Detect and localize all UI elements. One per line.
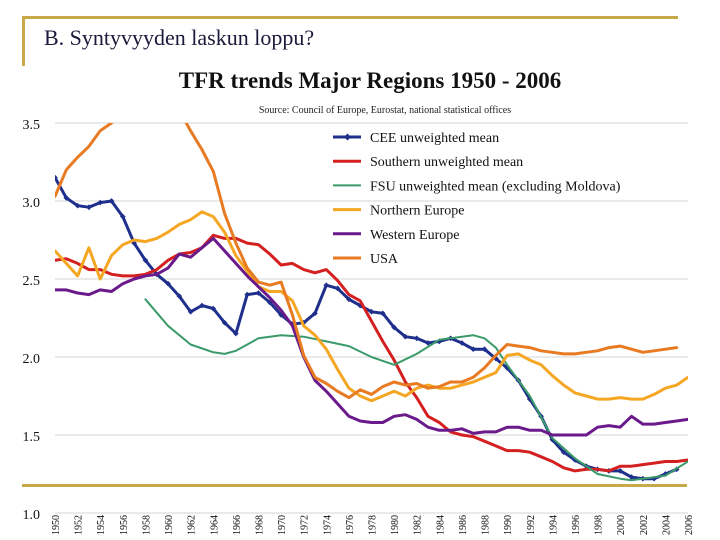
x-tick-label: 1950	[51, 515, 62, 535]
x-tick-label: 1956	[119, 515, 130, 535]
x-tick-label: 1970	[277, 515, 288, 535]
x-tick-label: 1990	[503, 515, 514, 535]
x-axis: 1950 1952 1954 1956 1958 1960 1962 1964 1966 1968…	[51, 515, 695, 535]
data-point	[425, 340, 431, 346]
x-tick-label: 1958	[141, 515, 152, 535]
x-tick-label: 1974	[322, 515, 333, 535]
x-tick-label: 1998	[594, 515, 605, 535]
data-point	[108, 198, 115, 204]
x-tick-label: 1964	[209, 515, 220, 535]
data-point	[470, 346, 477, 353]
x-tick-label: 1976	[345, 515, 356, 535]
data-point	[142, 257, 149, 264]
data-point	[74, 202, 81, 209]
y-tick-label: 2.0	[23, 352, 41, 367]
x-tick-label: 1954	[96, 515, 107, 535]
x-tick-label: 1968	[254, 515, 265, 535]
data-point	[334, 285, 341, 292]
data-point	[312, 310, 318, 317]
series-line-southern-unweighted-mean	[55, 233, 688, 473]
x-tick-label: 1994	[548, 515, 559, 535]
legend-label: Northern Europe	[370, 204, 464, 219]
x-tick-label: 1992	[526, 515, 537, 535]
x-tick-label: 1996	[571, 515, 582, 535]
x-tick-label: 1962	[187, 515, 198, 535]
slide-title: B. Syntyvyyden laskun loppu?	[44, 25, 315, 50]
data-point	[176, 293, 183, 299]
data-point	[459, 340, 465, 346]
legend: CEE unweighted mean Southern unweighted m…	[333, 131, 621, 267]
data-point	[481, 346, 488, 353]
series-layer	[55, 123, 688, 482]
series-line-northern-europe	[55, 210, 688, 403]
x-tick-label: 1978	[368, 515, 379, 535]
x-tick-label: 1988	[481, 515, 492, 535]
data-point	[617, 468, 624, 474]
data-point	[233, 330, 239, 337]
data-point	[391, 324, 397, 331]
legend-label: Western Europe	[370, 228, 459, 243]
x-tick-label: 1980	[390, 515, 401, 535]
y-axis: 1.0 1.5 2.0 2.5 3.0 3.5	[23, 118, 41, 523]
legend-marker	[343, 133, 352, 141]
x-tick-label: 1952	[74, 515, 85, 535]
x-tick-label: 1966	[232, 515, 243, 535]
data-point	[119, 213, 126, 220]
data-point	[346, 296, 352, 303]
data-point	[413, 335, 420, 342]
data-point	[255, 290, 262, 296]
data-point	[97, 199, 104, 206]
data-point	[402, 333, 409, 340]
x-tick-label: 2006	[684, 515, 695, 535]
data-point	[368, 308, 375, 315]
x-tick-label: 1960	[164, 515, 175, 535]
legend-label: CEE unweighted mean	[370, 131, 499, 146]
bottom-rule	[22, 484, 687, 487]
x-tick-label: 1982	[413, 515, 424, 535]
data-point	[86, 204, 92, 211]
x-tick-label: 1972	[300, 515, 311, 535]
data-point	[244, 291, 250, 298]
data-point	[323, 282, 330, 289]
legend-label: Southern unweighted mean	[370, 155, 523, 170]
series-line-fsu-unweighted-mean-excluding-moldova	[144, 298, 688, 482]
y-tick-label: 2.5	[23, 274, 41, 289]
data-point	[628, 474, 635, 480]
series-line-usa	[55, 123, 679, 400]
x-tick-label: 2004	[661, 515, 672, 535]
chart-title: TFR trends Major Regions 1950 - 2006	[179, 68, 561, 93]
legend-label: USA	[370, 252, 399, 267]
data-point	[210, 305, 217, 312]
y-tick-label: 3.5	[23, 118, 41, 133]
y-tick-label: 1.5	[23, 430, 41, 445]
frame-top-rule	[22, 16, 678, 19]
x-tick-label: 2000	[616, 515, 627, 535]
data-point	[221, 319, 228, 326]
x-tick-label: 2002	[639, 515, 650, 535]
y-tick-label: 1.0	[23, 508, 41, 523]
data-point	[199, 302, 205, 309]
chart-subtitle: Source: Council of Europe, Eurostat, nat…	[259, 105, 511, 116]
y-tick-label: 3.0	[23, 196, 41, 211]
x-tick-label: 1986	[458, 515, 469, 535]
data-point	[165, 280, 171, 287]
data-point	[187, 308, 194, 315]
series-line-western-europe	[55, 236, 688, 437]
data-point	[63, 195, 70, 201]
x-tick-label: 1984	[435, 515, 446, 535]
data-point	[379, 310, 386, 317]
legend-label: FSU unweighted mean (excluding Moldova)	[370, 179, 621, 194]
frame-left-rule	[22, 16, 25, 66]
